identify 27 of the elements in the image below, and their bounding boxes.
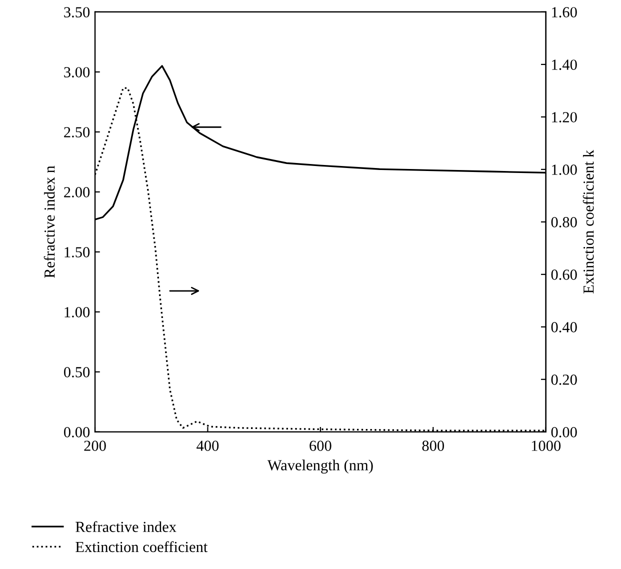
y2-tick-label: 0.80 bbox=[551, 217, 577, 228]
legend-label: Extinction coefficient bbox=[76, 541, 208, 552]
x-tick-label: 400 bbox=[196, 440, 219, 451]
y2-tick-label: 1.20 bbox=[552, 112, 577, 122]
y2-tick-label: 0.00 bbox=[551, 427, 577, 438]
y2-tick-label: 0.60 bbox=[551, 270, 577, 280]
legend-label: Refractive index bbox=[76, 521, 176, 532]
y2-tick-label: 1.00 bbox=[552, 164, 577, 175]
y2-tick-label: 1.60 bbox=[552, 7, 577, 18]
y-tick-label: 3.50 bbox=[64, 7, 90, 18]
x-tick-label: 1000 bbox=[532, 440, 561, 451]
x-tick-label: 600 bbox=[310, 440, 332, 451]
y-tick-label: 1.00 bbox=[64, 307, 90, 318]
y2-axis-title: Extinction coefficient k bbox=[582, 150, 594, 294]
y2-tick-label: 1.40 bbox=[552, 60, 577, 70]
y-tick-label: 2.50 bbox=[64, 127, 90, 138]
y-tick-label: 0.50 bbox=[64, 367, 90, 378]
x-tick-label: 800 bbox=[422, 440, 444, 451]
y-tick-label: 3.00 bbox=[64, 67, 90, 78]
y-axis-title: Refractive index n bbox=[44, 166, 55, 278]
y2-tick-label: 0.20 bbox=[551, 374, 577, 385]
y-tick-label: 2.00 bbox=[64, 187, 90, 198]
x-axis-title: Wavelength (nm) bbox=[267, 460, 373, 474]
y2-tick-label: 0.40 bbox=[551, 322, 577, 332]
y-tick-label: 1.50 bbox=[64, 247, 90, 258]
x-tick-label: 200 bbox=[84, 440, 106, 451]
y-tick-label: 0.00 bbox=[64, 427, 90, 438]
